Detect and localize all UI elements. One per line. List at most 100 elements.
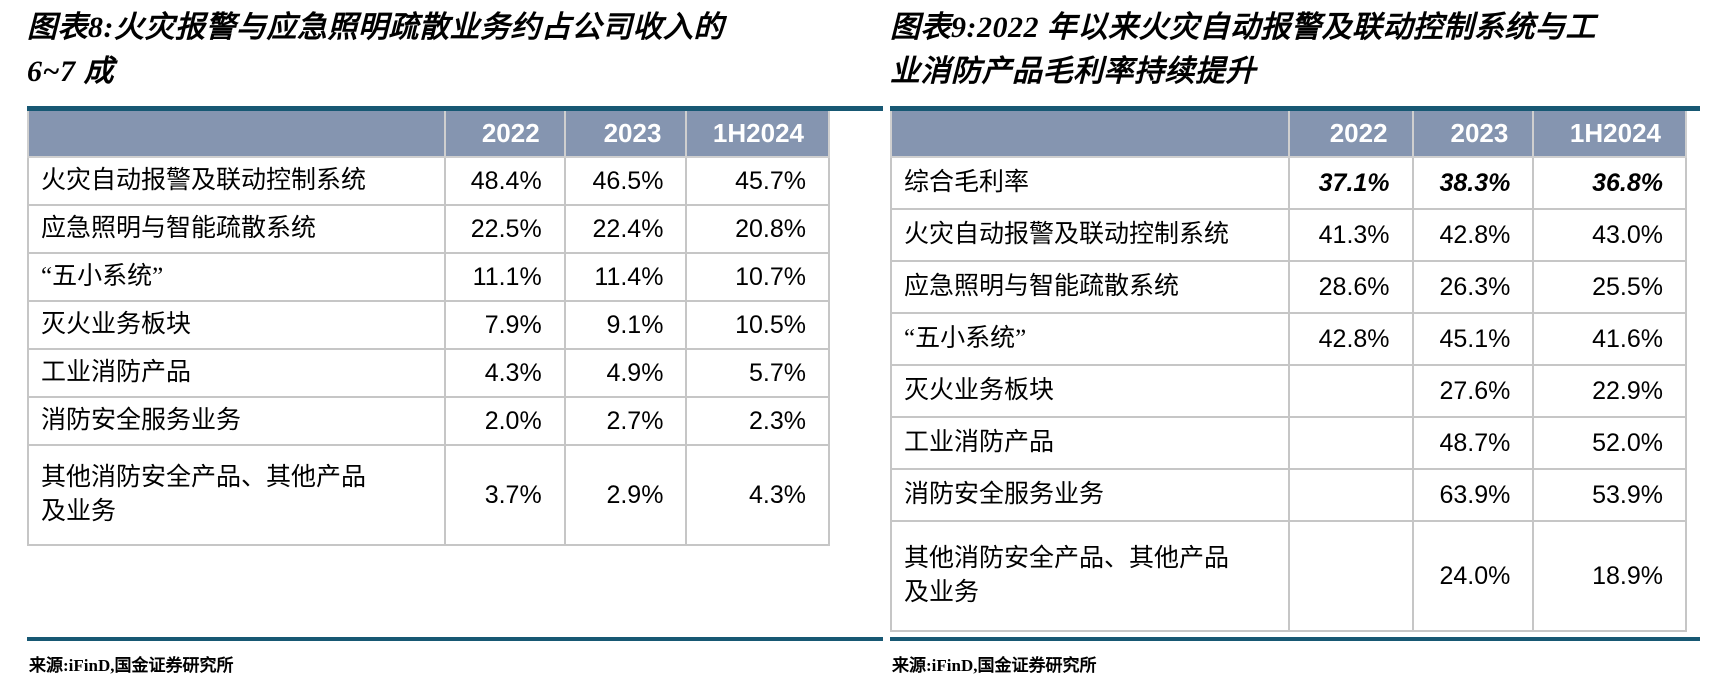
title-line: 图表8:火灾报警与应急照明疏散业务约占公司收入的 [27, 11, 724, 44]
value-cell: 28.6% [1287, 260, 1414, 314]
column-header-blank [27, 111, 446, 158]
value-cell: 42.8% [1411, 208, 1535, 262]
value-cell: 4.3% [685, 444, 830, 546]
value-cell: 22.9% [1532, 364, 1687, 418]
table-row: “五小系统” 11.1% 11.4% 10.7% [27, 252, 830, 302]
value-cell: 2.7% [563, 396, 688, 446]
spacer [27, 546, 883, 637]
value-cell: 53.9% [1532, 468, 1687, 522]
source-text: 来源:iFinD,国金证券研究所 [892, 656, 1097, 675]
row-label-cell: 灭火业务板块 [890, 364, 1290, 418]
value-cell: 26.3% [1411, 260, 1535, 314]
row-label-cell: 灭火业务板块 [27, 300, 446, 350]
top-rule [890, 106, 1700, 111]
table-row: 综合毛利率 37.1% 38.3% 36.8% [890, 156, 1687, 210]
value-cell: 25.5% [1532, 260, 1687, 314]
value-cell: 18.9% [1532, 520, 1687, 632]
value-cell: 48.7% [1411, 416, 1535, 470]
value-cell: 38.3% [1411, 156, 1535, 210]
row-label-cell: 其他消防安全产品、其他产品 及业务 [27, 444, 446, 546]
column-header-blank [890, 111, 1290, 158]
table-row: 消防安全服务业务 63.9% 53.9% [890, 468, 1687, 522]
row-label-cell: “五小系统” [27, 252, 446, 302]
table-row: 工业消防产品 4.3% 4.9% 5.7% [27, 348, 830, 398]
figure-8-title: 图表8:火灾报警与应急照明疏散业务约占公司收入的 6~7 成 [27, 6, 883, 106]
value-cell [1287, 416, 1414, 470]
value-cell: 2.3% [685, 396, 830, 446]
value-cell: 46.5% [563, 156, 688, 206]
row-label-cell: 工业消防产品 [890, 416, 1290, 470]
top-rule [27, 106, 883, 111]
column-header-2022: 2022 [1287, 111, 1414, 158]
title-line: 图表9:2022 年以来火灾自动报警及联动控制系统与工 [890, 11, 1596, 44]
row-label-cell: 消防安全服务业务 [27, 396, 446, 446]
figure-9-block: 图表9:2022 年以来火灾自动报警及联动控制系统与工 业消防产品毛利率持续提升… [890, 6, 1700, 676]
row-label-cell: “五小系统” [890, 312, 1290, 366]
value-cell: 45.1% [1411, 312, 1535, 366]
value-cell: 41.3% [1287, 208, 1414, 262]
row-label-cell: 其他消防安全产品、其他产品 及业务 [890, 520, 1290, 632]
table-body: 火灾自动报警及联动控制系统 48.4% 46.5% 45.7% 应急照明与智能疏散系统 2… [27, 156, 830, 546]
value-cell: 7.9% [443, 300, 566, 350]
value-cell: 27.6% [1411, 364, 1535, 418]
value-cell: 10.7% [685, 252, 830, 302]
revenue-share-table: 2022 2023 1H2024 火灾自动报警及联动控制系统 48.4% 46.5%… [27, 111, 830, 546]
column-header-1h2024: 1H2024 [1532, 111, 1687, 158]
value-cell: 42.8% [1287, 312, 1414, 366]
value-cell: 36.8% [1532, 156, 1687, 210]
title-line: 6~7 成 [27, 55, 115, 88]
value-cell: 4.3% [443, 348, 566, 398]
value-cell: 24.0% [1411, 520, 1535, 632]
value-cell [1287, 468, 1414, 522]
value-cell: 37.1% [1287, 156, 1414, 210]
table-row: 应急照明与智能疏散系统 28.6% 26.3% 25.5% [890, 260, 1687, 314]
value-cell: 52.0% [1532, 416, 1687, 470]
table-row: 消防安全服务业务 2.0% 2.7% 2.3% [27, 396, 830, 446]
value-cell: 41.6% [1532, 312, 1687, 366]
table-row: 灭火业务板块 7.9% 9.1% 10.5% [27, 300, 830, 350]
header-row: 2022 2023 1H2024 [27, 111, 830, 158]
value-cell: 20.8% [685, 204, 830, 254]
table-row: “五小系统” 42.8% 45.1% 41.6% [890, 312, 1687, 366]
row-label-cell: 工业消防产品 [27, 348, 446, 398]
table-body: 综合毛利率 37.1% 38.3% 36.8% 火灾自动报警及联动控制系统 41.3% 42… [890, 156, 1687, 632]
title-line: 业消防产品毛利率持续提升 [890, 55, 1256, 88]
value-cell: 4.9% [563, 348, 688, 398]
value-cell: 22.4% [563, 204, 688, 254]
value-cell: 22.5% [443, 204, 566, 254]
row-label-cell: 火灾自动报警及联动控制系统 [890, 208, 1290, 262]
table-row: 其他消防安全产品、其他产品 及业务 24.0% 18.9% [890, 520, 1687, 632]
table-row: 灭火业务板块 27.6% 22.9% [890, 364, 1687, 418]
table-row: 火灾自动报警及联动控制系统 41.3% 42.8% 43.0% [890, 208, 1687, 262]
table-row: 火灾自动报警及联动控制系统 48.4% 46.5% 45.7% [27, 156, 830, 206]
value-cell: 43.0% [1532, 208, 1687, 262]
value-cell: 63.9% [1411, 468, 1535, 522]
value-cell: 2.0% [443, 396, 566, 446]
figure-9-title: 图表9:2022 年以来火灾自动报警及联动控制系统与工 业消防产品毛利率持续提升 [890, 6, 1700, 106]
bottom-rule [27, 637, 883, 641]
value-cell: 11.4% [563, 252, 688, 302]
value-cell: 9.1% [563, 300, 688, 350]
figure-8-block: 图表8:火灾报警与应急照明疏散业务约占公司收入的 6~7 成 2022 2023… [27, 6, 883, 676]
value-cell: 45.7% [685, 156, 830, 206]
column-header-2022: 2022 [443, 111, 566, 158]
column-header-2023: 2023 [1411, 111, 1535, 158]
table-row: 应急照明与智能疏散系统 22.5% 22.4% 20.8% [27, 204, 830, 254]
gross-margin-table: 2022 2023 1H2024 综合毛利率 37.1% 38.3% 36.8% 火灾自… [890, 111, 1687, 632]
table-row: 其他消防安全产品、其他产品 及业务 3.7% 2.9% 4.3% [27, 444, 830, 546]
value-cell: 2.9% [563, 444, 688, 546]
value-cell [1287, 364, 1414, 418]
row-label-cell: 应急照明与智能疏散系统 [890, 260, 1290, 314]
row-label-cell: 综合毛利率 [890, 156, 1290, 210]
value-cell: 10.5% [685, 300, 830, 350]
row-label-cell: 应急照明与智能疏散系统 [27, 204, 446, 254]
value-cell: 3.7% [443, 444, 566, 546]
bottom-rule [890, 637, 1700, 641]
header-row: 2022 2023 1H2024 [890, 111, 1687, 158]
column-header-1h2024: 1H2024 [685, 111, 830, 158]
table-row: 工业消防产品 48.7% 52.0% [890, 416, 1687, 470]
row-label-cell: 消防安全服务业务 [890, 468, 1290, 522]
value-cell: 48.4% [443, 156, 566, 206]
source-text: 来源:iFinD,国金证券研究所 [29, 656, 234, 675]
